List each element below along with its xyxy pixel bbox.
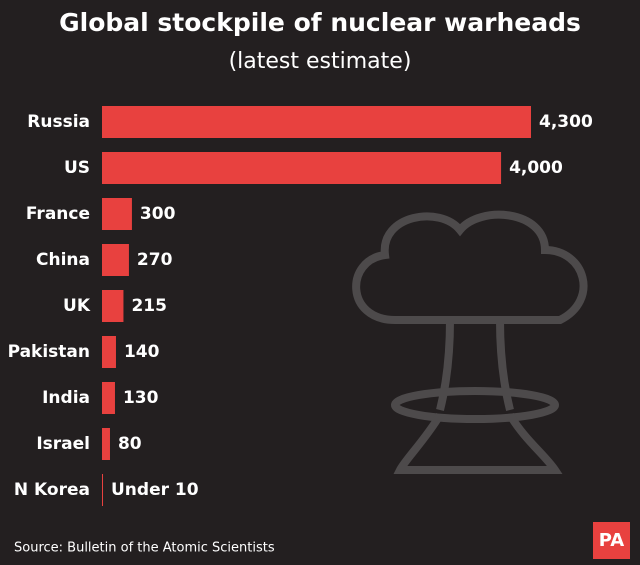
category-label: Israel	[36, 434, 90, 454]
logo: PA	[599, 530, 625, 551]
category-label: India	[42, 388, 90, 408]
category-label: Pakistan	[8, 342, 90, 362]
bar	[102, 474, 103, 506]
value-label: 270	[137, 250, 173, 270]
value-label: 140	[124, 342, 160, 362]
category-label: China	[36, 250, 90, 270]
bar	[102, 336, 116, 368]
logo-box	[593, 522, 630, 559]
bar	[102, 106, 531, 138]
category-label: Russia	[27, 112, 90, 132]
bar	[102, 290, 124, 322]
bar	[102, 198, 132, 230]
bar	[102, 244, 129, 276]
bar	[102, 428, 110, 460]
bar	[102, 152, 502, 184]
source: Source: Bulletin of the Atomic Scientist…	[14, 541, 275, 556]
chart-subtitle: (latest estimate)	[229, 49, 412, 74]
category-label: N Korea	[14, 480, 90, 500]
mushroom-cloud-icon	[352, 210, 588, 474]
value-label: 130	[123, 388, 159, 408]
value-label: Under 10	[111, 480, 199, 500]
value-label: 4,000	[509, 158, 563, 178]
bar	[102, 382, 115, 414]
value-label: 4,300	[539, 112, 593, 132]
category-label: France	[26, 204, 90, 224]
category-label: UK	[63, 296, 91, 316]
value-label: 215	[131, 296, 167, 316]
value-label: 300	[140, 204, 176, 224]
value-label: 80	[118, 434, 142, 454]
chart-title: Global stockpile of nuclear warheads	[59, 8, 581, 37]
category-label: US	[64, 158, 90, 178]
